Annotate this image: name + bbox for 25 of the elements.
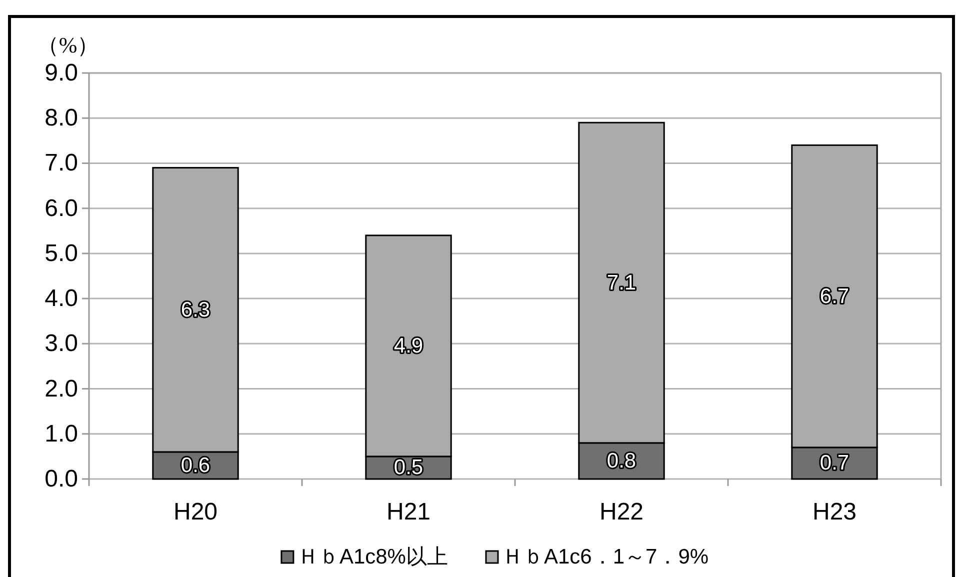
x-tick-label: H23 xyxy=(812,498,857,526)
y-tick-label: 4.0 xyxy=(44,285,78,312)
x-tick-label: H20 xyxy=(173,498,218,526)
y-tick-label: 7.0 xyxy=(44,150,78,177)
y-tick-label: 3.0 xyxy=(44,330,78,358)
y-tick-label: 8.0 xyxy=(44,104,78,132)
y-axis-title: （%） xyxy=(36,32,100,58)
y-tick-label: 1.0 xyxy=(44,420,78,448)
data-label: 0.7 xyxy=(820,452,850,475)
y-tick-label: 9.0 xyxy=(44,60,78,86)
legend-label: ＨｂA1c6．1～7．9% xyxy=(502,546,709,568)
data-label: 4.9 xyxy=(394,334,424,358)
data-label: 7.1 xyxy=(606,271,636,294)
y-tick-label: 0.0 xyxy=(44,466,78,492)
y-tick-label: 2.0 xyxy=(44,375,78,402)
x-tick-label: H21 xyxy=(386,498,431,526)
y-tick-label: 5.0 xyxy=(44,240,78,267)
y-tick-label: 6.0 xyxy=(44,194,78,222)
data-label: 6.7 xyxy=(820,284,850,308)
data-label: 0.8 xyxy=(606,449,636,472)
data-label: 0.6 xyxy=(180,454,210,477)
data-label: 6.3 xyxy=(180,298,210,322)
data-label: 0.5 xyxy=(394,456,424,480)
x-tick-label: H22 xyxy=(599,498,644,526)
legend-label: ＨｂA1c8%以上 xyxy=(297,546,448,568)
